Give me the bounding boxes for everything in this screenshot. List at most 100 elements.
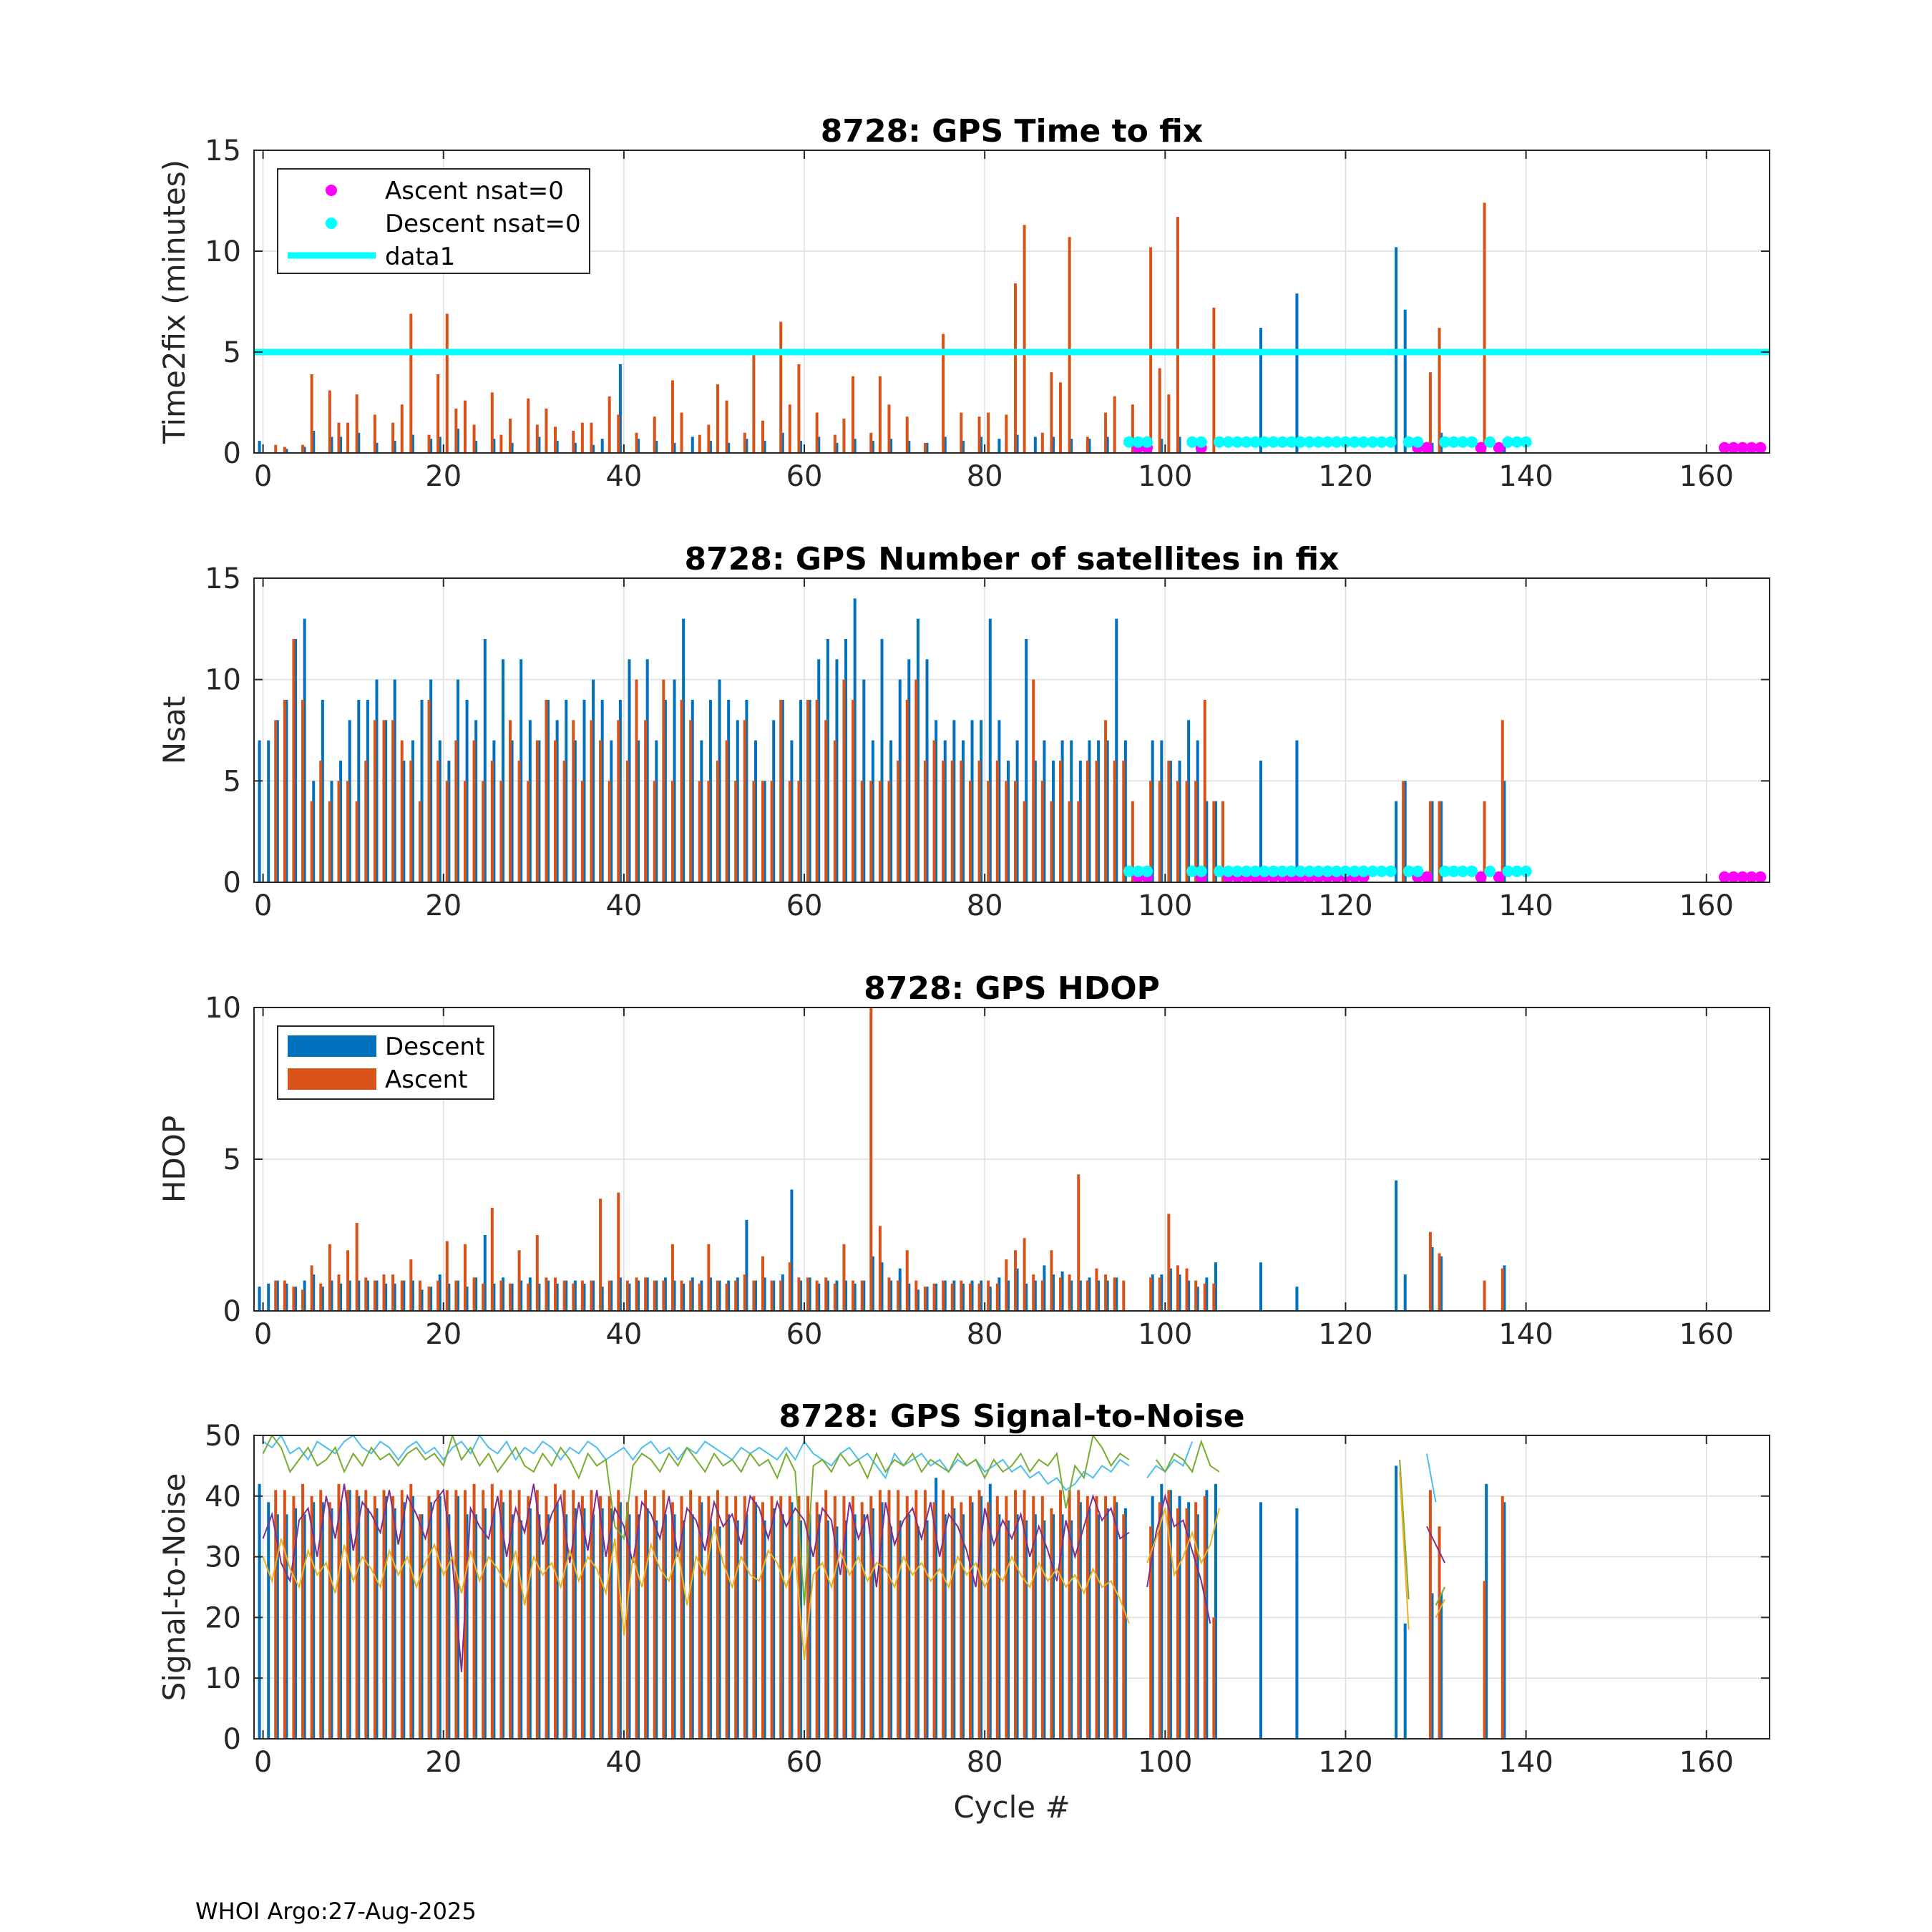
descent-bar bbox=[483, 1235, 487, 1311]
descent-bar bbox=[1088, 740, 1091, 882]
chart-title: 8728: GPS HDOP bbox=[864, 970, 1160, 1007]
ascent-bar bbox=[328, 390, 331, 453]
descent-bar bbox=[465, 1514, 469, 1739]
descent-bar bbox=[655, 441, 658, 453]
ascent-bar bbox=[914, 1280, 918, 1311]
descent-bar bbox=[645, 1508, 649, 1739]
descent-bar bbox=[1295, 1287, 1299, 1311]
ascent-bar bbox=[310, 1496, 313, 1739]
ascent-bar bbox=[391, 1274, 395, 1311]
ascent-bar bbox=[301, 700, 305, 882]
descent-nsat0-markers bbox=[1123, 436, 1532, 448]
x-tick-label: 40 bbox=[605, 460, 642, 493]
x-tick-label: 60 bbox=[786, 889, 823, 922]
ascent-bar bbox=[977, 761, 981, 882]
ascent-bar bbox=[950, 1496, 954, 1739]
descent-nsat0-marker bbox=[1132, 865, 1144, 877]
ascent-bar bbox=[707, 424, 711, 453]
ascent-bar bbox=[418, 801, 421, 882]
descent-bar bbox=[871, 740, 874, 882]
descent-nsat0-marker bbox=[1294, 865, 1307, 877]
x-tick-label: 0 bbox=[254, 1746, 272, 1779]
ascent-bar bbox=[1212, 307, 1216, 453]
descent-bar bbox=[339, 761, 343, 882]
descent-bar bbox=[402, 1502, 406, 1739]
descent-bar bbox=[691, 700, 694, 882]
descent-bar bbox=[943, 740, 947, 882]
ascent-bar bbox=[869, 781, 873, 882]
descent-bar bbox=[1196, 740, 1199, 882]
descent-bar bbox=[1295, 740, 1299, 882]
ascent-bar bbox=[1005, 414, 1008, 453]
ascent-nsat0-marker bbox=[1737, 441, 1749, 453]
descent-bar bbox=[555, 1502, 559, 1739]
descent-bar bbox=[718, 679, 721, 882]
ascent-bar bbox=[725, 1283, 728, 1311]
ascent-bar bbox=[1203, 1496, 1206, 1739]
ascent-bar bbox=[779, 700, 783, 882]
descent-bar bbox=[537, 740, 541, 882]
ascent-bar bbox=[572, 1283, 575, 1311]
ascent-bar bbox=[337, 781, 341, 882]
plot-area bbox=[254, 1435, 1770, 1739]
descent-bar bbox=[997, 1514, 1001, 1739]
ascent-bar bbox=[391, 422, 395, 453]
x-tick-label: 140 bbox=[1498, 460, 1553, 493]
ascent-bar bbox=[1122, 1514, 1126, 1739]
ascent-bar bbox=[824, 1490, 828, 1739]
y-tick-label: 15 bbox=[205, 562, 241, 595]
ascent-bar bbox=[842, 1244, 846, 1311]
descent-bar bbox=[916, 618, 919, 882]
ascent-bar bbox=[490, 761, 494, 882]
ascent-bar bbox=[1077, 1174, 1080, 1311]
descent-bar bbox=[1070, 1520, 1073, 1739]
descent-bar bbox=[1169, 761, 1172, 882]
ascent-bar bbox=[346, 781, 350, 882]
descent-bar bbox=[303, 447, 306, 453]
ascent-bar bbox=[662, 1490, 665, 1739]
ascent-bar bbox=[1005, 1259, 1008, 1311]
ascent-bar bbox=[490, 392, 494, 453]
ascent-bar bbox=[716, 1280, 719, 1311]
ascent-bar bbox=[942, 1490, 945, 1739]
descent-bar bbox=[519, 1520, 523, 1739]
descent-bar bbox=[754, 1502, 757, 1739]
ascent-bar bbox=[319, 1283, 323, 1311]
ascent-bar bbox=[617, 720, 620, 882]
descent-bar bbox=[673, 1514, 676, 1739]
ascent-bar bbox=[445, 1241, 449, 1311]
descent-bar bbox=[537, 436, 541, 453]
descent-bar bbox=[988, 1287, 992, 1311]
ascent-bar bbox=[346, 1250, 350, 1311]
descent-nsat0-marker bbox=[1375, 865, 1387, 877]
descent-nsat0-marker bbox=[1357, 865, 1370, 877]
descent-bar bbox=[1214, 1483, 1217, 1739]
descent-bar bbox=[375, 679, 379, 882]
ascent-bar bbox=[869, 432, 873, 453]
descent-nsat0-marker bbox=[1267, 865, 1279, 877]
ascent-bar bbox=[761, 420, 764, 453]
ascent-bar bbox=[923, 442, 927, 453]
ascent-bar bbox=[860, 781, 864, 882]
ascent-bar bbox=[499, 781, 503, 882]
ascent-bar bbox=[608, 1496, 611, 1739]
descent-bar bbox=[483, 1508, 487, 1739]
descent-bar bbox=[447, 1283, 451, 1311]
ascent-bar bbox=[1428, 801, 1432, 882]
descent-bar bbox=[1503, 1265, 1506, 1311]
ascent-bar bbox=[490, 1207, 494, 1311]
descent-bar bbox=[1169, 1268, 1172, 1311]
ascent-bar bbox=[1077, 1490, 1080, 1739]
descent-bar bbox=[510, 1514, 514, 1739]
ascent-bar bbox=[824, 1277, 828, 1311]
descent-bar bbox=[1060, 740, 1064, 882]
y-tick-label: 30 bbox=[205, 1541, 241, 1574]
ascent-bar bbox=[382, 720, 386, 882]
descent-bar bbox=[555, 1283, 559, 1311]
ascent-nsat0-marker bbox=[1420, 441, 1433, 453]
ascent-bar bbox=[734, 781, 738, 882]
ascent-bar bbox=[644, 720, 648, 882]
descent-bar bbox=[502, 1277, 504, 1311]
descent-bar bbox=[1033, 761, 1037, 882]
